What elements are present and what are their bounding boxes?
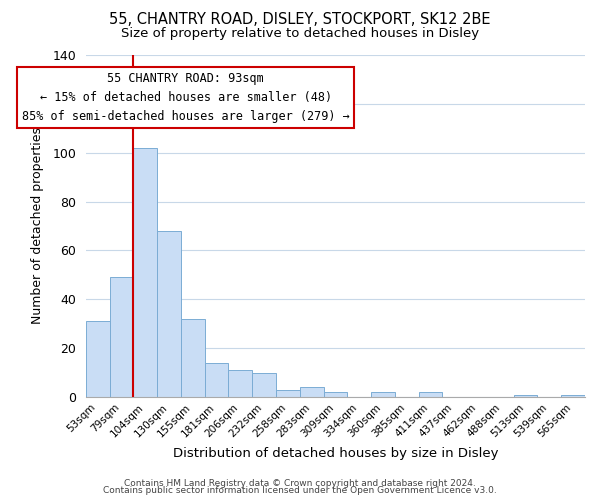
Bar xyxy=(110,278,133,397)
Bar xyxy=(371,392,395,397)
Bar xyxy=(300,387,323,397)
Bar xyxy=(323,392,347,397)
Bar xyxy=(276,390,300,397)
Text: 55, CHANTRY ROAD, DISLEY, STOCKPORT, SK12 2BE: 55, CHANTRY ROAD, DISLEY, STOCKPORT, SK1… xyxy=(109,12,491,28)
Text: Contains public sector information licensed under the Open Government Licence v3: Contains public sector information licen… xyxy=(103,486,497,495)
Bar xyxy=(133,148,157,397)
X-axis label: Distribution of detached houses by size in Disley: Distribution of detached houses by size … xyxy=(173,447,498,460)
Bar xyxy=(419,392,442,397)
Bar xyxy=(86,321,110,397)
Text: Contains HM Land Registry data © Crown copyright and database right 2024.: Contains HM Land Registry data © Crown c… xyxy=(124,478,476,488)
Bar xyxy=(252,372,276,397)
Bar xyxy=(181,319,205,397)
Text: 55 CHANTRY ROAD: 93sqm
← 15% of detached houses are smaller (48)
85% of semi-det: 55 CHANTRY ROAD: 93sqm ← 15% of detached… xyxy=(22,72,350,123)
Bar xyxy=(514,394,538,397)
Text: Size of property relative to detached houses in Disley: Size of property relative to detached ho… xyxy=(121,28,479,40)
Bar xyxy=(157,231,181,397)
Bar xyxy=(561,394,585,397)
Bar xyxy=(205,363,229,397)
Y-axis label: Number of detached properties: Number of detached properties xyxy=(31,128,44,324)
Bar xyxy=(229,370,252,397)
